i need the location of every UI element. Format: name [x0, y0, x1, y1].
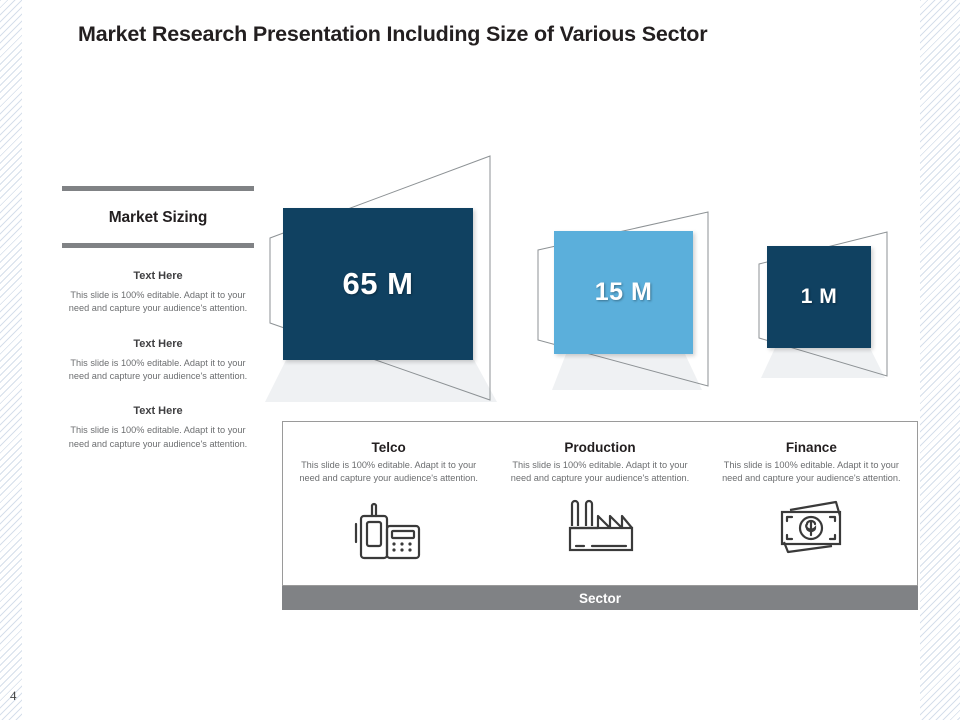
market-sizing-sidebar: Market Sizing Text Here This slide is 10…: [62, 186, 254, 451]
sector-panel: Telco This slide is 100% editable. Adapt…: [282, 421, 918, 586]
sector-axis-bar: Sector: [282, 586, 918, 610]
sector-axis-label: Sector: [578, 590, 622, 606]
page-number: 4: [10, 688, 17, 703]
sector-finance-name: Finance: [785, 440, 837, 455]
sidebar-text-block-1-body: This slide is 100% editable. Adapt it to…: [68, 290, 248, 314]
size-shape-2-box[interactable]: 15 M: [554, 231, 693, 354]
sector-telco-name: Telco: [371, 440, 406, 455]
sidebar-text-block-2-title: Text Here: [133, 337, 183, 350]
sidebar-top-rule: [62, 186, 254, 191]
size-shape-group-1: 65 M: [265, 150, 505, 410]
factory-icon: [562, 498, 638, 556]
size-shape-1-box[interactable]: 65 M: [283, 208, 473, 360]
sector-column-telco: Telco This slide is 100% editable. Adapt…: [283, 422, 494, 585]
size-shape-3-box[interactable]: 1 M: [767, 246, 871, 348]
right-hatch-strip: [920, 0, 960, 720]
sector-production-desc: This slide is 100% editable. Adapt it to…: [510, 460, 690, 484]
sector-column-finance: Finance This slide is 100% editable. Ada…: [706, 422, 917, 585]
size-shape-3-label: 1 M: [800, 285, 838, 308]
size-shape-1-label: 65 M: [342, 266, 414, 301]
sidebar-text-block-2: Text Here This slide is 100% editable. A…: [62, 338, 254, 384]
banknote-dollar-icon: [774, 498, 848, 556]
sidebar-text-block-3-body: This slide is 100% editable. Adapt it to…: [68, 425, 248, 449]
sidebar-heading: Market Sizing: [108, 209, 208, 226]
size-shape-group-3: 1 M: [745, 228, 905, 393]
sidebar-bottom-rule: [62, 243, 254, 248]
sidebar-text-block-2-body: This slide is 100% editable. Adapt it to…: [68, 357, 248, 382]
sidebar-text-block-3-title: Text Here: [133, 405, 183, 418]
telephone-icon: [353, 498, 425, 560]
sector-column-production: Production This slide is 100% editable. …: [494, 422, 705, 585]
sector-production-name: Production: [564, 440, 636, 455]
sector-finance-desc: This slide is 100% editable. Adapt it to…: [722, 460, 901, 484]
sidebar-text-block-1: Text Here This slide is 100% editable. A…: [62, 270, 254, 316]
size-shape-group-2: 15 M: [530, 208, 720, 408]
left-hatch-strip: [0, 0, 22, 720]
slide-title: Market Research Presentation Including S…: [78, 22, 708, 46]
size-shape-2-label: 15 M: [594, 278, 653, 306]
sidebar-text-block-1-title: Text Here: [133, 270, 183, 282]
sector-telco-desc: This slide is 100% editable. Adapt it to…: [299, 460, 478, 484]
sidebar-text-block-3: Text Here This slide is 100% editable. A…: [62, 405, 254, 451]
